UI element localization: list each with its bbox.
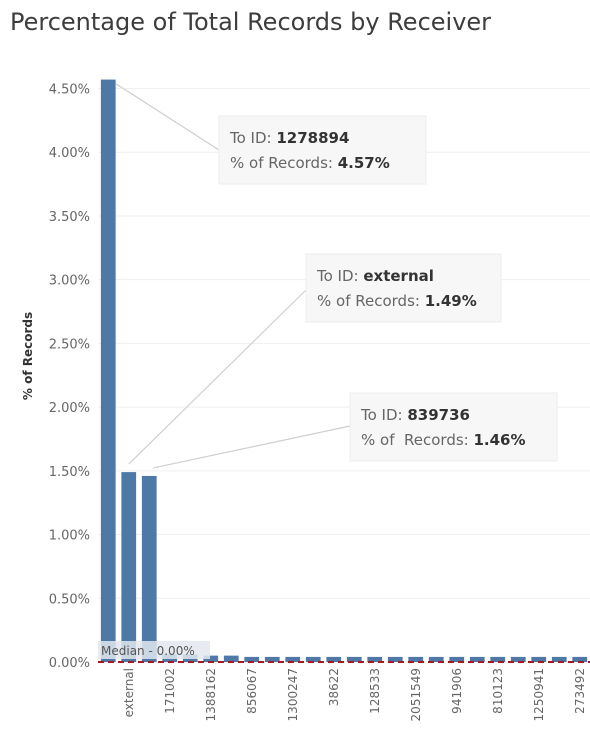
y-axis-label: % of Records — [21, 312, 35, 400]
bar[interactable] — [121, 472, 137, 662]
y-tick-label: 3.50% — [49, 210, 90, 225]
tooltip-pct-label: % of Records: — [230, 154, 338, 172]
bar[interactable] — [551, 656, 567, 662]
x-tick-label: 1388162 — [204, 668, 218, 721]
x-tick-label: 171002 — [163, 668, 177, 714]
x-tick-label: 810123 — [491, 668, 505, 714]
tooltip-id-line: To ID: 839736 — [360, 406, 470, 424]
y-tick-label: 2.50% — [49, 337, 90, 352]
bar[interactable] — [346, 656, 362, 662]
tooltip-id-value: 1278894 — [276, 129, 349, 147]
x-tick-label: external — [122, 668, 136, 717]
tooltip-leader-line — [128, 289, 307, 465]
y-tick-label: 4.50% — [49, 83, 90, 98]
tooltip-id-line: To ID: external — [316, 267, 434, 285]
bar[interactable] — [367, 656, 383, 662]
bar[interactable] — [223, 655, 239, 662]
tooltip-pct-line: % of Records: 1.46% — [361, 431, 526, 449]
tooltip-pct-value: 1.49% — [425, 292, 477, 310]
x-tick-label: 2051549 — [409, 668, 423, 721]
tooltip-id-label: To ID: — [360, 406, 407, 424]
y-tick-label: 4.00% — [49, 146, 90, 161]
tooltip-id-value: 839736 — [407, 406, 470, 424]
x-tick-label: 1250941 — [532, 668, 546, 721]
tooltips: To ID: 1278894 % of Records: 4.57% To ID: … — [115, 83, 558, 469]
x-tick-label: 273492 — [573, 668, 587, 714]
bar[interactable] — [449, 656, 465, 662]
median-reference-line: Median - 0.00% — [98, 641, 590, 663]
y-axis-ticks: 0.00% 0.50% 1.00% 1.50% 2.00% 2.50% 3.00% 3.50%… — [49, 83, 90, 672]
tooltip-id-value: external — [363, 267, 434, 285]
y-tick-label: 3.00% — [49, 274, 90, 289]
tooltip-pct-value: 4.57% — [338, 154, 390, 172]
bar[interactable] — [408, 656, 424, 662]
bar[interactable] — [572, 656, 588, 662]
y-tick-label: 0.00% — [49, 656, 90, 671]
tooltip-pct-value: 1.46% — [473, 431, 525, 449]
x-tick-label: 856067 — [245, 668, 259, 714]
tooltip-pct-line: % of Records: 4.57% — [230, 154, 390, 172]
x-tick-label: 38622 — [327, 668, 341, 706]
tooltip-leader-line — [115, 83, 220, 151]
tooltip-id-label: To ID: — [229, 129, 276, 147]
bar[interactable] — [531, 656, 547, 662]
x-tick-label: 941906 — [450, 668, 464, 714]
bar[interactable] — [510, 656, 526, 662]
gridlines — [98, 88, 590, 663]
tooltip-pct-label: % of Records: — [317, 292, 425, 310]
tooltip-pct-label: % of Records: — [361, 431, 473, 449]
x-tick-label: 128533 — [368, 668, 382, 714]
y-tick-label: 2.00% — [49, 401, 90, 416]
y-tick-label: 1.00% — [49, 529, 90, 544]
bar[interactable] — [428, 656, 444, 662]
bar[interactable] — [100, 79, 116, 663]
bar[interactable] — [203, 655, 219, 662]
median-label-background — [98, 641, 210, 659]
tooltip-id-line: To ID: 1278894 — [229, 129, 349, 147]
tooltip-box — [218, 115, 427, 185]
tooltip-leader-line — [153, 425, 351, 469]
chart-title: Percentage of Total Records by Receiver — [10, 8, 492, 36]
bar[interactable] — [264, 656, 280, 662]
bar[interactable] — [490, 656, 506, 662]
bar[interactable] — [387, 656, 403, 662]
bar[interactable] — [244, 656, 260, 662]
bar[interactable] — [469, 656, 485, 662]
tooltip-id-label: To ID: — [316, 267, 363, 285]
tooltip-box — [305, 253, 502, 323]
x-tick-label: 1300247 — [286, 668, 300, 721]
y-tick-label: 0.50% — [49, 592, 90, 607]
bars — [100, 79, 588, 663]
y-tick-label: 1.50% — [49, 465, 90, 480]
bar[interactable] — [305, 656, 321, 662]
x-axis-ticks: external 171002 1388162 856067 1300247 38622 1… — [122, 668, 587, 721]
bar[interactable] — [285, 656, 301, 662]
median-label: Median - 0.00% — [101, 644, 195, 658]
tooltip-box — [349, 392, 558, 462]
tooltip-pct-line: % of Records: 1.49% — [317, 292, 477, 310]
bar[interactable] — [141, 475, 157, 662]
bar[interactable] — [326, 656, 342, 662]
